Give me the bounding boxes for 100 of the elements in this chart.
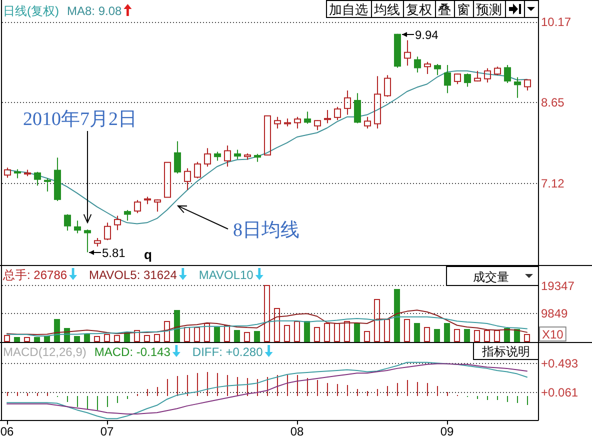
bar xyxy=(154,334,160,342)
bar xyxy=(224,325,230,342)
candlestick xyxy=(44,178,51,192)
candlestick xyxy=(514,76,521,98)
text: MA8: 9.08 xyxy=(67,4,122,18)
bar xyxy=(404,319,410,342)
annotation: 2010年7月2日 xyxy=(23,109,137,130)
bar xyxy=(34,337,40,342)
y-tick-label: +0.493 xyxy=(541,356,578,370)
chart-title: 日线(复权) xyxy=(3,4,59,18)
y-tick-label: 9849 xyxy=(541,306,568,320)
candlestick xyxy=(164,162,171,198)
bar xyxy=(184,327,190,342)
candlestick xyxy=(404,40,411,66)
candlestick xyxy=(234,149,241,160)
annotation: q xyxy=(144,247,152,262)
bar xyxy=(144,335,150,342)
bar xyxy=(464,329,470,342)
candlestick xyxy=(344,90,351,116)
bar xyxy=(244,332,250,342)
dropdown: 成交量 xyxy=(446,266,539,286)
line-series xyxy=(6,310,528,336)
candlestick xyxy=(444,64,451,94)
bar xyxy=(14,337,20,342)
text: MAVOL5: 31624 xyxy=(89,268,178,282)
x-tick-label: 07 xyxy=(100,424,114,438)
bar xyxy=(164,321,170,342)
series-label: DIFF: +0.280 xyxy=(192,345,264,359)
candlestick xyxy=(304,111,311,124)
x-tick-label: 09 xyxy=(440,424,454,438)
bar xyxy=(104,334,110,342)
bar xyxy=(54,319,60,342)
x-tick-label: 06 xyxy=(0,424,14,438)
candlestick xyxy=(414,56,421,73)
annotation: 复权 xyxy=(406,2,432,17)
annotation: 成交量 xyxy=(473,270,509,284)
bar xyxy=(74,336,80,342)
bar xyxy=(314,327,320,342)
y-axis-title: X10 xyxy=(542,328,564,342)
y-tick-label: 10.17 xyxy=(541,15,572,30)
bar xyxy=(414,323,420,342)
y-tick-label: 7.12 xyxy=(541,176,565,191)
bar xyxy=(364,331,370,342)
candlestick xyxy=(434,64,441,76)
bar xyxy=(134,330,140,342)
bar xyxy=(324,323,330,342)
candlestick xyxy=(34,171,41,186)
bar xyxy=(334,323,340,342)
bar xyxy=(204,323,210,342)
bar xyxy=(24,337,30,342)
annotation: 窗 xyxy=(457,2,470,17)
bar xyxy=(194,327,200,342)
y-tick-label: +0.061 xyxy=(541,385,578,400)
x-tick-label: 08 xyxy=(290,424,304,438)
bar xyxy=(494,330,500,342)
bar xyxy=(424,327,430,342)
bar xyxy=(284,325,290,342)
bar xyxy=(474,330,480,342)
annotation: 叠 xyxy=(438,2,451,17)
bar xyxy=(4,335,10,342)
candlestick xyxy=(384,74,391,98)
bar xyxy=(264,285,270,342)
annotation: 9.94 xyxy=(415,28,439,42)
button: 指标说明 xyxy=(473,342,539,360)
bar xyxy=(214,327,220,342)
line-series xyxy=(6,316,528,336)
candlestick xyxy=(504,64,511,84)
bar xyxy=(434,329,440,342)
candlestick xyxy=(464,73,471,88)
annotation: 指标说明 xyxy=(481,344,530,358)
y-tick-label: 19347 xyxy=(541,278,575,293)
bar xyxy=(274,308,280,342)
candlestick xyxy=(64,214,71,232)
bar xyxy=(234,330,240,342)
text: MAVOL10 xyxy=(198,268,254,282)
bar xyxy=(304,321,310,342)
bar xyxy=(484,330,490,342)
y-tick-label: 8.65 xyxy=(541,96,565,110)
bar xyxy=(504,328,510,342)
annotation: 5.81 xyxy=(102,246,126,260)
bar xyxy=(514,329,520,342)
candlestick xyxy=(184,168,191,190)
text: 总手: 26786 xyxy=(2,268,68,282)
bar xyxy=(354,323,360,342)
bar xyxy=(44,336,50,342)
bar xyxy=(94,336,100,342)
series-label: MACD: -0.143 xyxy=(94,345,171,359)
bar xyxy=(394,289,400,342)
chart-title: MACD(12,26,9) xyxy=(3,345,86,359)
bar xyxy=(114,335,120,342)
candlestick xyxy=(124,209,131,222)
candlestick xyxy=(74,220,81,234)
annotation: 预测 xyxy=(476,2,502,17)
bar xyxy=(374,299,380,342)
bar xyxy=(254,331,260,342)
bar xyxy=(524,334,530,342)
bar xyxy=(344,321,350,342)
bar xyxy=(384,319,390,342)
bar xyxy=(84,334,90,342)
bar xyxy=(174,310,180,342)
